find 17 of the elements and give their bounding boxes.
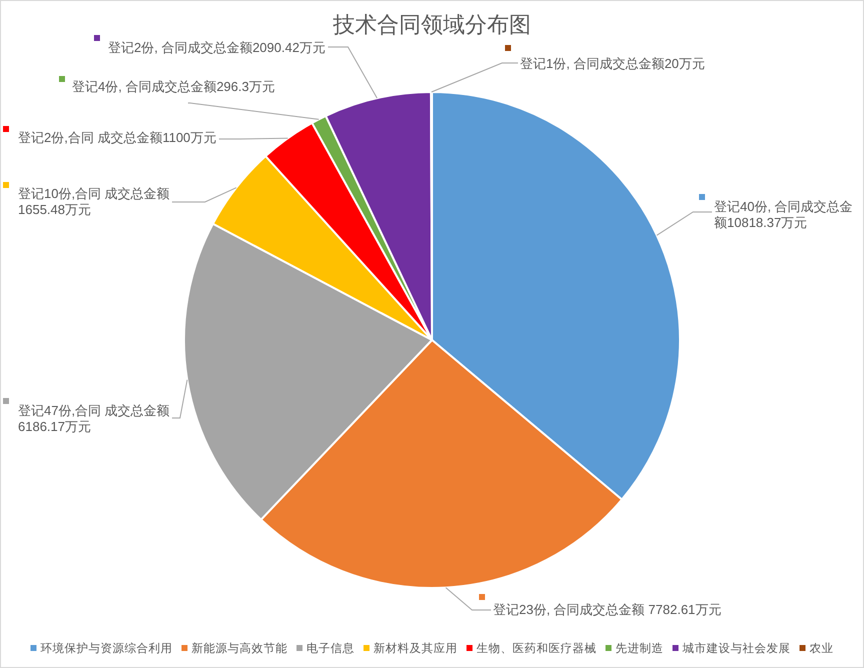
legend-label: 新能源与高效节能 (192, 641, 288, 655)
data-label: 登记2份,合同 成交总金额1100万元 (18, 130, 216, 145)
legend-label: 生物、医药和医疗器械 (476, 642, 596, 655)
data-label: 登记4份, 合同成交总金额296.3万元 (72, 79, 275, 94)
data-label: 登记40份, 合同成交总金额10818.37万元 (714, 199, 853, 230)
legend-label: 新材料及其应用 (374, 641, 458, 655)
legend-label: 先进制造 (616, 642, 664, 655)
legend-label: 环境保护与资源综合利用 (40, 641, 172, 655)
data-label: 登记1份, 合同成交总金额20万元 (520, 56, 705, 71)
data-label: 登记2份, 合同成交总金额2090.42万元 (108, 40, 326, 55)
legend-label: 农业 (810, 642, 834, 655)
legend-label: 电子信息 (306, 642, 354, 655)
chart-title: 技术合同领域分布图 (332, 13, 531, 38)
data-label: 登记10份,合同 成交总金额1655.48万元 (18, 186, 170, 217)
data-label: 登记23份, 合同成交总金额 7782.61万元 (493, 602, 722, 617)
legend-label: 城市建设与社会发展 (682, 641, 790, 655)
data-label: 登记47份,合同 成交总金额6186.17万元 (18, 403, 170, 434)
